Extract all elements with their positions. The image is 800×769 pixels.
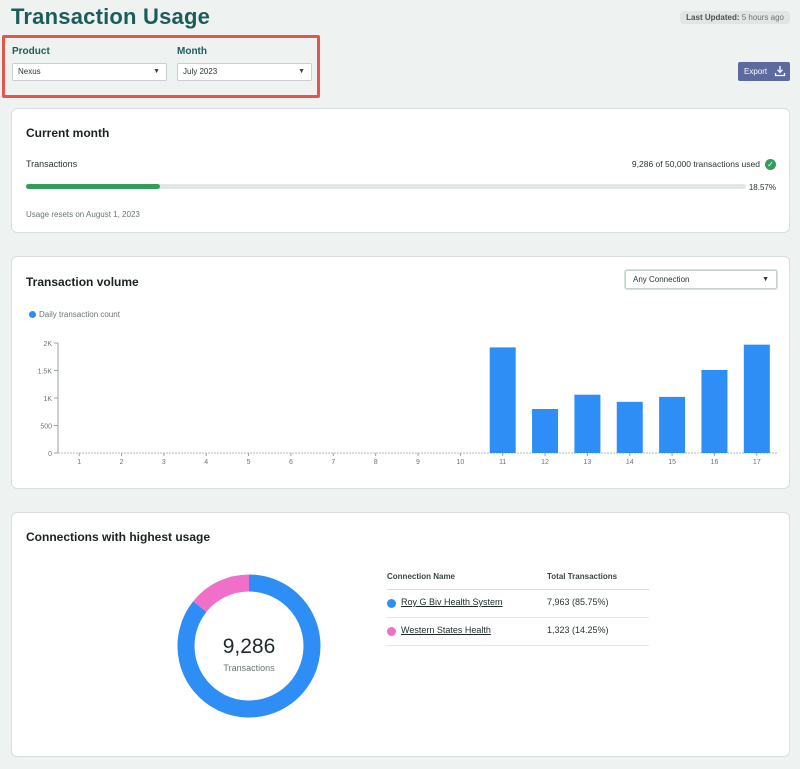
chevron-down-icon: ▼: [762, 276, 769, 283]
product-select-value: Nexus: [18, 67, 41, 76]
export-button[interactable]: Export: [738, 62, 790, 81]
current-month-card: Current month Transactions 9,286 of 50,0…: [11, 108, 790, 233]
product-select[interactable]: Nexus ▼: [12, 63, 167, 81]
check-circle-icon: ✓: [765, 159, 776, 170]
legend-swatch: [29, 311, 36, 319]
export-label: Export: [744, 67, 768, 76]
chevron-down-icon: ▼: [298, 68, 305, 75]
chart-bar: [743, 344, 770, 453]
page-title: Transaction Usage: [11, 4, 211, 29]
connections-table: Connection Name Total Transactions Roy G…: [387, 566, 649, 646]
last-updated-label: Last Updated:: [686, 13, 740, 22]
chart-legend: Daily transaction count: [29, 310, 120, 319]
chart-bar: [701, 369, 728, 453]
transactions-used-text: 9,286 of 50,000 transactions used: [631, 159, 760, 169]
connection-link[interactable]: Roy G Biv Health System: [401, 597, 503, 607]
table-header: Connection Name Total Transactions: [387, 566, 649, 590]
x-tick-label: 15: [668, 459, 676, 466]
month-select-value: July 2023: [183, 67, 218, 76]
donut-total-label: Transactions: [223, 663, 275, 673]
connections-title: Connections with highest usage: [26, 530, 211, 544]
download-icon: [774, 66, 786, 77]
connection-total: 7,963 (85.75%): [547, 597, 609, 607]
x-tick-label: 8: [374, 459, 378, 466]
product-label: Product: [12, 46, 50, 57]
filter-panel: Product Nexus ▼ Month July 2023 ▼: [2, 35, 320, 98]
connections-card: Connections with highest usage 9,286 Tra…: [11, 512, 790, 757]
y-tick-label: 2K: [43, 341, 52, 348]
x-tick-label: 1: [77, 459, 81, 466]
chart-bar: [616, 401, 643, 453]
x-tick-label: 2: [120, 459, 124, 466]
x-tick-label: 5: [247, 459, 251, 466]
chevron-down-icon: ▼: [153, 68, 160, 75]
y-tick-label: 1K: [43, 396, 52, 403]
last-updated-badge: Last Updated: 5 hours ago: [680, 11, 790, 24]
series-swatch: [387, 627, 396, 636]
y-tick-label: 1.5K: [38, 369, 53, 376]
x-tick-label: 11: [499, 459, 506, 466]
column-header-name: Connection Name: [387, 572, 456, 581]
transaction-volume-title: Transaction volume: [26, 275, 139, 289]
x-tick-label: 6: [289, 459, 293, 466]
x-tick-label: 13: [584, 459, 592, 466]
month-select[interactable]: July 2023 ▼: [177, 63, 312, 81]
chart-bar: [574, 394, 601, 453]
connections-donut-chart: 9,286 Transactions: [177, 574, 321, 718]
donut-slice: [177, 574, 321, 718]
month-label: Month: [177, 46, 207, 57]
usage-reset-text: Usage resets on August 1, 2023: [26, 210, 140, 219]
chart-bar: [532, 409, 559, 453]
connection-total: 1,323 (14.25%): [547, 625, 609, 635]
usage-percent: 18.57%: [748, 183, 776, 192]
connection-filter-value: Any Connection: [633, 275, 690, 284]
x-tick-label: 12: [541, 459, 549, 466]
series-swatch: [387, 599, 396, 608]
transaction-volume-card: Transaction volume Any Connection ▼ Dail…: [11, 256, 790, 489]
chart-bar: [489, 347, 516, 453]
x-tick-label: 14: [626, 459, 634, 466]
x-tick-label: 10: [456, 459, 464, 466]
table-row: Roy G Biv Health System 7,963 (85.75%): [387, 590, 649, 618]
x-tick-label: 16: [711, 459, 719, 466]
usage-progress-fill: [26, 184, 160, 189]
donut-total-value: 9,286: [223, 635, 276, 658]
column-header-total: Total Transactions: [547, 572, 618, 581]
x-tick-label: 7: [331, 459, 335, 466]
connection-link[interactable]: Western States Health: [401, 625, 491, 635]
chart-bar: [659, 396, 686, 453]
current-month-title: Current month: [26, 126, 110, 140]
transactions-label: Transactions: [26, 159, 78, 169]
last-updated-value: 5 hours ago: [741, 13, 784, 22]
donut-slice: [193, 574, 250, 613]
x-tick-label: 9: [416, 459, 420, 466]
x-tick-label: 3: [162, 459, 166, 466]
x-tick-label: 4: [204, 459, 208, 466]
usage-progress-bar: [26, 184, 746, 189]
y-tick-label: 500: [40, 424, 52, 431]
x-tick-label: 17: [753, 459, 761, 466]
table-row: Western States Health 1,323 (14.25%): [387, 618, 649, 646]
legend-label: Daily transaction count: [39, 310, 120, 319]
connection-filter-select[interactable]: Any Connection ▼: [624, 269, 778, 290]
y-tick-label: 0: [48, 451, 52, 458]
